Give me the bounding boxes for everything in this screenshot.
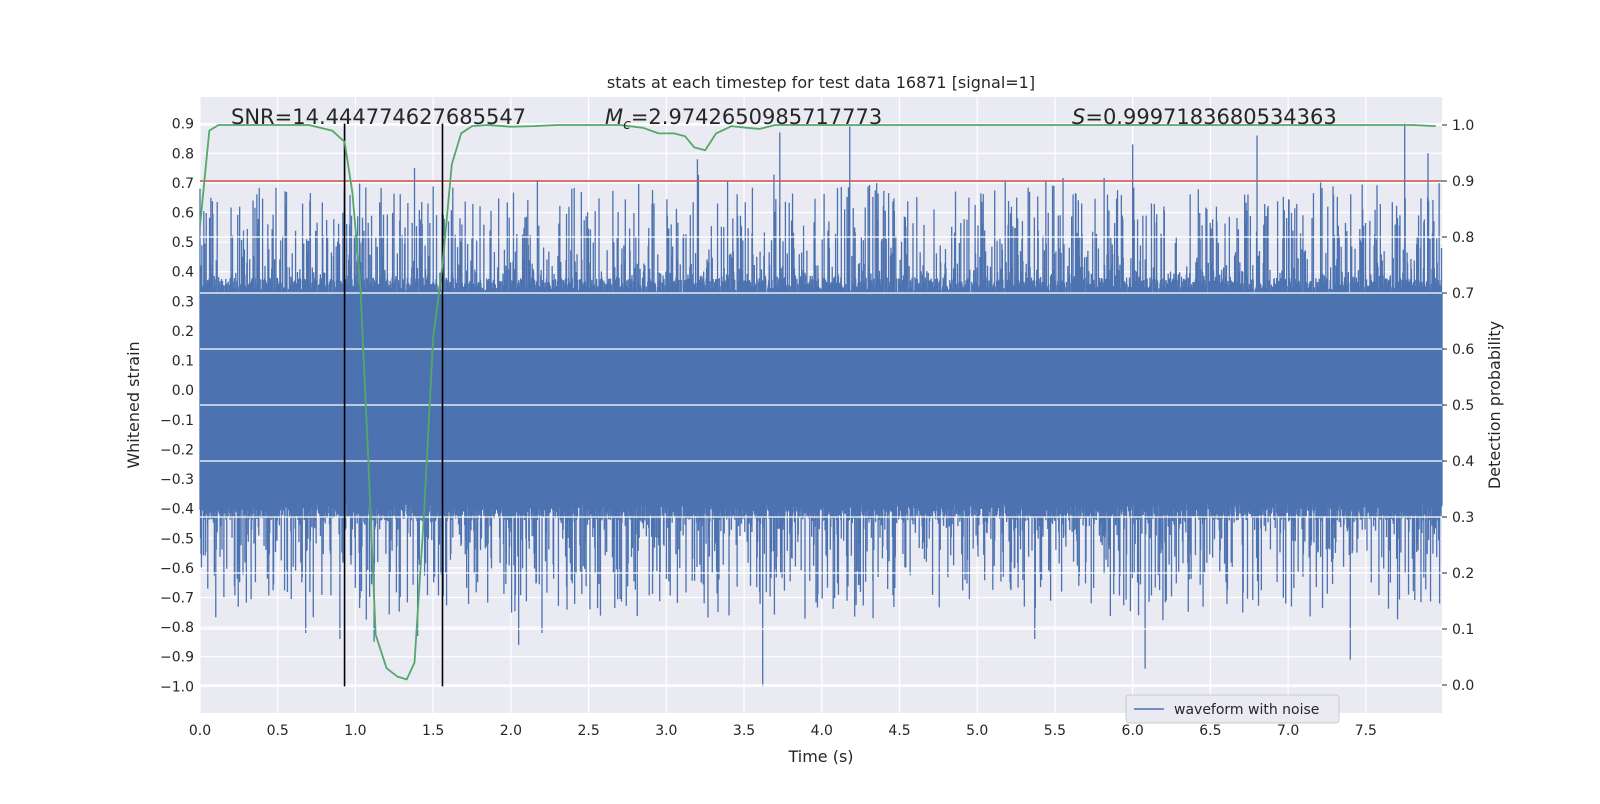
x-tick-label: 3.0 [655, 723, 677, 739]
snr-annotation: SNR=14.444774627685547 [231, 105, 526, 129]
y-tick-label: −0.4 [160, 502, 194, 518]
x-tick-label: 7.5 [1355, 723, 1377, 739]
score-annotation: S=0.9997183680534363 [1072, 105, 1337, 129]
x-tick-label: 4.0 [811, 723, 833, 739]
x-tick-labels: 0.0 0.5 1.0 1.5 2.0 2.5 3.0 3.5 4.0 4.5 5.0 5.5 6.0 6… [189, 723, 1377, 739]
y2-axis-label: Detection probability [1485, 321, 1504, 489]
y-tick-label: −0.9 [160, 650, 194, 666]
x-tick-label: 6.0 [1122, 723, 1144, 739]
y-tick-label: −0.1 [160, 413, 194, 429]
y2-tick-label: 0.8 [1452, 230, 1474, 246]
y-tick-label: 0.6 [172, 206, 194, 222]
waveform-series [199, 123, 1443, 687]
y-tick-label: 0.8 [172, 146, 194, 162]
y-tick-label: 0.4 [172, 265, 194, 281]
probability-line [199, 124, 1436, 681]
waveform-core [200, 301, 1442, 497]
chirp-mass-symbol: M [605, 105, 623, 129]
y-tick-label: 0.2 [172, 324, 194, 340]
y2-tick-label: 0.3 [1452, 510, 1474, 526]
y2-tick-label: 0.0 [1452, 678, 1474, 694]
y-tick-label: −0.6 [160, 561, 194, 577]
probability-series [199, 124, 1436, 681]
legend: waveform with noise [1125, 694, 1340, 724]
y-tick-label: −0.2 [160, 442, 194, 458]
y-tick-label: 0.1 [172, 354, 194, 370]
chirp-mass-annotation: Mc=2.9742650985717773 [605, 105, 882, 133]
legend-box [1125, 694, 1340, 724]
y-tick-label: 0.5 [172, 235, 194, 251]
x-axis-label: Time (s) [787, 747, 853, 766]
y-tick-label: 0.7 [172, 176, 194, 192]
x-tick-label: 1.5 [422, 723, 444, 739]
y2-tick-label: 1.0 [1452, 118, 1474, 134]
y-tick-label: 0.3 [172, 294, 194, 310]
x-tick-label: 2.0 [500, 723, 522, 739]
y2-tick-label: 0.9 [1452, 174, 1474, 190]
x-tick-label: 2.5 [577, 723, 599, 739]
x-tick-label: 5.5 [1044, 723, 1066, 739]
y-tick-label: −1.0 [160, 679, 194, 695]
x-tick-label: 3.5 [733, 723, 755, 739]
x-tick-label: 1.0 [344, 723, 366, 739]
x-tick-label: 4.5 [888, 723, 910, 739]
y-tick-labels: 0.9 0.8 0.7 0.6 0.5 0.4 0.3 0.2 0.1 0.0 −0.1 −0.2 −0… [160, 117, 194, 696]
chart-title: stats at each timestep for test data 168… [607, 73, 1035, 92]
x-tick-label: 0.0 [189, 723, 211, 739]
y2-tick-labels: 1.0 0.9 0.8 0.7 0.6 0.5 0.4 0.3 0.2 0.1 0.0 [1442, 118, 1474, 694]
y2-tick-label: 0.7 [1452, 286, 1474, 302]
y-tick-label: −0.7 [160, 591, 194, 607]
y2-tick-label: 0.1 [1452, 622, 1474, 638]
y2-tick-label: 0.2 [1452, 566, 1474, 582]
chirp-mass-value: =2.9742650985717773 [631, 105, 882, 129]
overlay-lines [200, 123, 1442, 687]
y-tick-label: 0.0 [172, 383, 194, 399]
y-tick-label: 0.9 [172, 117, 194, 133]
chirp-mass-subscript: c [623, 117, 631, 133]
y2-tick-label: 0.5 [1452, 398, 1474, 414]
y-tick-label: −0.3 [160, 472, 194, 488]
x-tick-label: 7.0 [1277, 723, 1299, 739]
y-tick-label: −0.5 [160, 531, 194, 547]
x-tick-label: 0.5 [267, 723, 289, 739]
x-tick-label: 6.5 [1199, 723, 1221, 739]
legend-label: waveform with noise [1174, 702, 1319, 718]
y-tick-label: −0.8 [160, 620, 194, 636]
y2-tick-label: 0.4 [1452, 454, 1474, 470]
x-tick-label: 5.0 [966, 723, 988, 739]
y2-tick-label: 0.6 [1452, 342, 1474, 358]
score-value: =0.9997183680534363 [1085, 105, 1336, 129]
score-symbol: S [1072, 105, 1085, 129]
y-axis-label: Whitened strain [124, 341, 143, 468]
